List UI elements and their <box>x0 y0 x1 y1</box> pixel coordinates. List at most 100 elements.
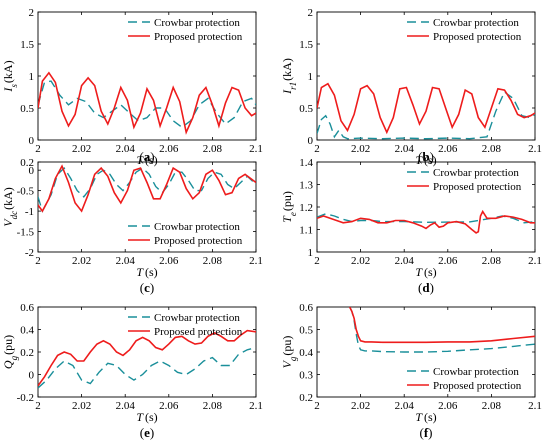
x-tick-label: 2.06 <box>438 255 458 267</box>
y-tick-label: 0.6 <box>20 302 34 314</box>
legend-label-proposed: Proposed protection <box>433 380 522 392</box>
x-axis-label: T (s) <box>136 410 157 424</box>
legend-label-proposed: Proposed protection <box>154 235 243 247</box>
x-tick-label: 2.02 <box>72 400 91 412</box>
x-tick-label: 2.04 <box>395 400 415 412</box>
chart-panel-f: 2 2.02 2.04 2.06 2.08 2.1 0.2 0.3 0.4 0.5 0.6 Crowb… <box>280 302 542 440</box>
chart-panel-b: 2 2.02 2.04 2.06 2.08 2.1 0 0.5 1 1.5 2 Crowbar pro… <box>280 7 542 167</box>
x-tick-label: 2.04 <box>116 400 136 412</box>
x-tick-label: 2 <box>314 143 320 155</box>
x-tick-label: 2.02 <box>351 400 370 412</box>
legend: Crowbar protection Proposed protection <box>128 312 243 338</box>
y-tick-label: -1 <box>25 206 34 218</box>
y-axis-label: Ir1(kA) <box>280 58 298 95</box>
y-tick-label: 0 <box>29 135 35 147</box>
series-crowbar-line <box>317 213 535 224</box>
x-tick-label: 2 <box>314 400 320 412</box>
x-tick-label: 2.08 <box>203 255 223 267</box>
y-tick-label: 1 <box>308 247 314 259</box>
x-tick-label: 2.06 <box>438 143 458 155</box>
y-axis-label: Vdc(kA) <box>1 187 19 227</box>
y-tick-label: 1.5 <box>20 39 34 51</box>
legend-label-crowbar: Crowbar protection <box>433 17 519 29</box>
series-proposed-line <box>38 164 256 213</box>
series-proposed-line <box>348 307 535 344</box>
y-tick-label: 1 <box>308 71 314 83</box>
y-tick-label: 1.2 <box>299 202 313 214</box>
y-tick-label: -1.5 <box>17 227 35 239</box>
x-tick-label: 2.04 <box>395 143 415 155</box>
series-crowbar-line <box>38 167 256 213</box>
x-tick-label: 2.08 <box>482 143 502 155</box>
y-tick-label: -0.2 <box>17 392 34 404</box>
y-tick-label: 0 <box>29 165 35 177</box>
legend-label-crowbar: Crowbar protection <box>154 221 240 233</box>
x-axis-label: T (s) <box>415 153 436 167</box>
y-axis-label: Is(kA) <box>1 60 19 92</box>
x-tick-label: 2.1 <box>528 400 542 412</box>
y-tick-label: 1.4 <box>299 157 313 169</box>
x-tick-label: 2.02 <box>72 143 91 155</box>
legend: Crowbar protection Proposed protection <box>128 221 243 247</box>
x-tick-label: 2.08 <box>482 400 502 412</box>
x-tick-label: 2.06 <box>159 400 179 412</box>
y-tick-label: 1 <box>29 71 35 83</box>
x-tick-label: 2.06 <box>159 255 179 267</box>
series-crowbar-line <box>38 80 256 129</box>
panel-caption: (e) <box>140 425 154 440</box>
x-tick-label: 2.1 <box>249 143 263 155</box>
x-tick-label: 2.08 <box>203 400 223 412</box>
y-tick-label: 0.4 <box>20 325 34 337</box>
x-tick-label: 2.04 <box>395 255 415 267</box>
y-tick-label: -0.5 <box>17 186 35 198</box>
legend-label-crowbar: Crowbar protection <box>154 17 240 29</box>
x-tick-label: 2.06 <box>438 400 458 412</box>
legend: Crowbar protection Proposed protection <box>407 167 522 193</box>
y-tick-label: 0.2 <box>299 392 313 404</box>
legend-label-proposed: Proposed protection <box>433 181 522 193</box>
y-tick-label: 1.3 <box>299 180 313 192</box>
panel-caption: (f) <box>419 425 432 440</box>
y-axis-label: Vg(pu) <box>280 336 298 369</box>
y-tick-label: 0.5 <box>299 103 313 115</box>
x-axis-label: T (s) <box>415 410 436 424</box>
legend-label-proposed: Proposed protection <box>154 31 243 43</box>
series-crowbar-line <box>349 307 535 353</box>
y-tick-label: 0 <box>308 135 314 147</box>
y-tick-label: 0.2 <box>20 157 34 169</box>
y-tick-label: 0.5 <box>299 325 313 337</box>
y-tick-label: 0.2 <box>20 347 34 359</box>
y-tick-label: 0.4 <box>299 347 313 359</box>
plot-frame <box>37 161 257 253</box>
x-tick-label: 2.02 <box>72 255 91 267</box>
y-tick-label: 0.3 <box>299 370 313 382</box>
x-tick-label: 2.04 <box>116 143 136 155</box>
legend-label-proposed: Proposed protection <box>154 326 243 338</box>
legend: Crowbar protection Proposed protection <box>128 17 243 43</box>
x-tick-label: 2.1 <box>249 255 263 267</box>
chart-panel-c: 2 2.02 2.04 2.06 2.08 2.1 0.20 -0.5 -1 -1.5 -2 Crow… <box>1 157 263 295</box>
x-tick-label: 2.02 <box>351 255 370 267</box>
series-proposed-line <box>38 71 256 135</box>
series-crowbar-line <box>317 90 535 140</box>
series-proposed-line <box>317 209 535 234</box>
x-tick-label: 2 <box>35 255 41 267</box>
panel-caption: (c) <box>140 280 154 295</box>
x-tick-label: 2 <box>314 255 320 267</box>
panel-caption: (a) <box>139 149 154 164</box>
y-tick-label: 2 <box>29 7 35 19</box>
x-tick-label: 2.1 <box>528 255 542 267</box>
series-proposed-line <box>38 329 256 387</box>
panel-caption: (b) <box>418 149 434 164</box>
x-tick-label: 2.08 <box>482 255 502 267</box>
x-tick-label: 2.04 <box>116 255 136 267</box>
legend-label-crowbar: Crowbar protection <box>433 366 519 378</box>
series-crowbar-line <box>38 346 256 389</box>
x-axis-label: T (s) <box>136 265 157 279</box>
y-tick-label: -2 <box>25 247 34 259</box>
x-axis-label: T (s) <box>136 153 157 167</box>
y-tick-label: 0.6 <box>299 302 313 314</box>
legend: Crowbar protection Proposed protection <box>407 17 522 43</box>
legend-label-crowbar: Crowbar protection <box>433 167 519 179</box>
